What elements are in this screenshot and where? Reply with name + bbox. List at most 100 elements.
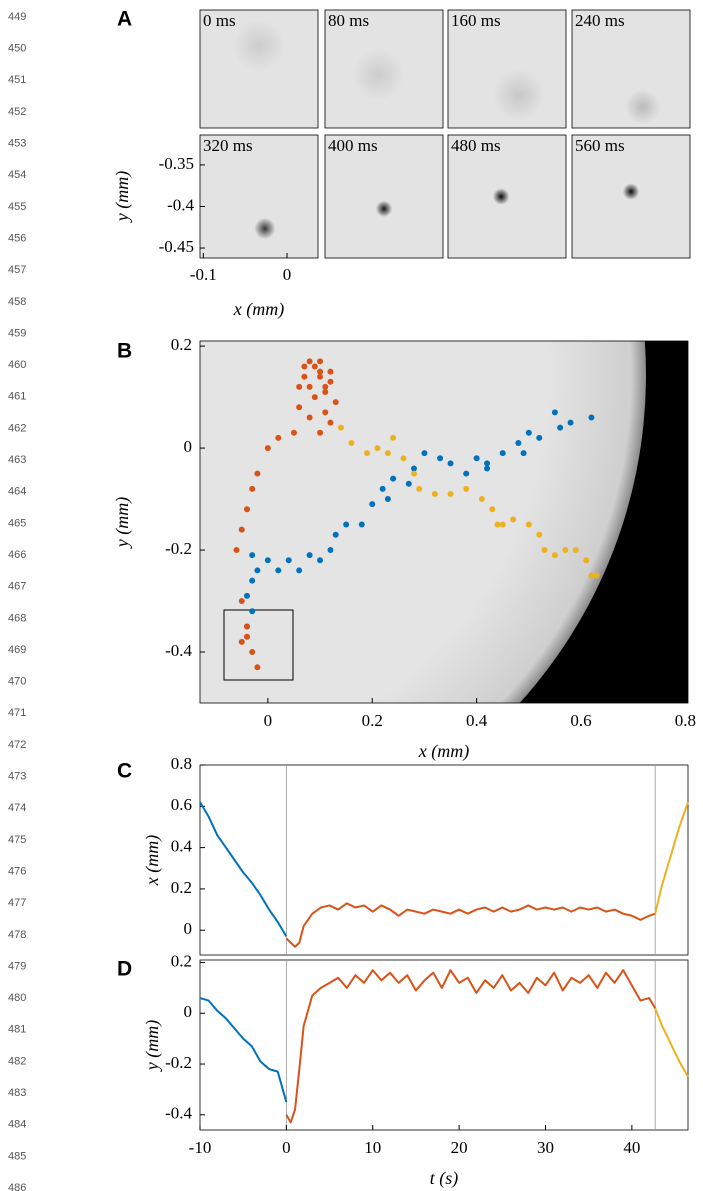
y-tick-label: 0.2 xyxy=(171,335,192,354)
frame-time: 160 ms xyxy=(451,11,501,30)
particle xyxy=(492,69,545,121)
line-number: 464 xyxy=(8,486,26,498)
y-tick-label: 0.2 xyxy=(171,951,192,970)
line-number: 465 xyxy=(8,517,26,529)
line-number: 456 xyxy=(8,232,26,244)
panel-label: C xyxy=(117,760,132,783)
x-tick-label: 0 xyxy=(264,711,273,730)
particle xyxy=(492,188,510,205)
line-number: 485 xyxy=(8,1150,26,1162)
line-number: 477 xyxy=(8,897,26,909)
trajectory-point xyxy=(390,475,397,482)
trajectory-point xyxy=(421,450,428,457)
frame-time: 560 ms xyxy=(575,136,625,155)
axes-frame xyxy=(199,959,689,1131)
line-number: 459 xyxy=(8,327,26,339)
line-number: 486 xyxy=(8,1182,26,1191)
particle xyxy=(375,200,393,218)
trajectory-point xyxy=(249,608,256,615)
trajectory-point xyxy=(515,439,522,446)
frame-time: 400 ms xyxy=(328,136,378,155)
y-tick-label: 0.8 xyxy=(171,754,192,773)
trajectory-point xyxy=(384,450,391,457)
trace xyxy=(199,997,288,1103)
panel-label: D xyxy=(117,958,132,981)
trajectory-point xyxy=(525,521,532,528)
trace xyxy=(654,1007,689,1078)
trajectory-point xyxy=(301,363,308,370)
trajectory-point xyxy=(254,470,261,477)
trajectory-point xyxy=(275,567,282,574)
y-tick-label: -0.4 xyxy=(165,1104,192,1123)
axes-frame xyxy=(199,340,689,704)
trajectory-point xyxy=(301,373,308,380)
trajectory-point xyxy=(379,485,386,492)
line-number: 457 xyxy=(8,264,26,276)
line-number: 468 xyxy=(8,612,26,624)
trajectory-point xyxy=(343,521,350,528)
trajectory-point xyxy=(473,455,480,462)
trajectory-point xyxy=(296,404,303,411)
line-number: 454 xyxy=(8,169,26,181)
trajectory-point xyxy=(306,552,313,559)
trajectory-point xyxy=(332,531,339,538)
y-axis-label: y (mm) xyxy=(112,497,133,549)
trajectory-point xyxy=(410,470,417,477)
trajectory-point xyxy=(306,358,313,365)
particle xyxy=(352,48,405,101)
trajectory-point xyxy=(243,592,250,599)
trajectory-point xyxy=(317,557,324,564)
trajectory-point xyxy=(327,419,334,426)
trajectory-point xyxy=(243,633,250,640)
trajectory-point xyxy=(275,434,282,441)
trajectory-point xyxy=(249,577,256,584)
line-number: 455 xyxy=(8,201,26,213)
y-tick-label: -0.2 xyxy=(165,539,192,558)
line-number: 479 xyxy=(8,960,26,972)
x-tick-label: 30 xyxy=(537,1138,554,1157)
axes-frame xyxy=(199,764,689,956)
trajectory-point xyxy=(551,409,558,416)
frame-image xyxy=(447,9,567,129)
trajectory-point xyxy=(400,455,407,462)
trajectory-point xyxy=(551,552,558,559)
trajectory-point xyxy=(317,358,324,365)
trajectory-point xyxy=(431,490,438,497)
x-axis-label: x (mm) xyxy=(418,741,469,762)
inset-box xyxy=(223,609,294,681)
trajectory-point xyxy=(536,531,543,538)
trajectory-point xyxy=(494,521,501,528)
x-tick-label: 0.4 xyxy=(466,711,488,730)
line-number: 476 xyxy=(8,865,26,877)
trajectory-point xyxy=(536,434,543,441)
frame-time: 80 ms xyxy=(328,11,369,30)
frame-time: 240 ms xyxy=(575,11,625,30)
frame-time: 480 ms xyxy=(451,136,501,155)
trajectory-point xyxy=(364,450,371,457)
line-number: 458 xyxy=(8,296,26,308)
trajectory-point xyxy=(238,598,245,605)
trajectory-point xyxy=(588,572,595,579)
trajectory-point xyxy=(499,450,506,457)
trajectory-point xyxy=(285,557,292,564)
trajectory-point xyxy=(264,445,271,452)
y-tick-label: 0 xyxy=(184,919,193,938)
trajectory-point xyxy=(332,399,339,406)
trajectory-point xyxy=(317,368,324,375)
trajectory-point xyxy=(249,649,256,656)
line-number: 474 xyxy=(8,802,26,814)
trajectory-point xyxy=(484,460,491,467)
x-tick-label: -10 xyxy=(189,1138,212,1157)
line-number: 451 xyxy=(8,74,26,86)
line-number: 466 xyxy=(8,549,26,561)
y-axis-label: y (mm) xyxy=(112,171,133,223)
line-number: 484 xyxy=(8,1119,26,1131)
particle xyxy=(233,19,285,72)
image-background xyxy=(200,341,688,703)
trajectory-point xyxy=(327,547,334,554)
line-number: 450 xyxy=(8,43,26,55)
frame-time: 320 ms xyxy=(203,136,253,155)
trajectory-point xyxy=(327,368,334,375)
line-number: 453 xyxy=(8,138,26,150)
x-tick-label: -0.1 xyxy=(190,265,217,284)
